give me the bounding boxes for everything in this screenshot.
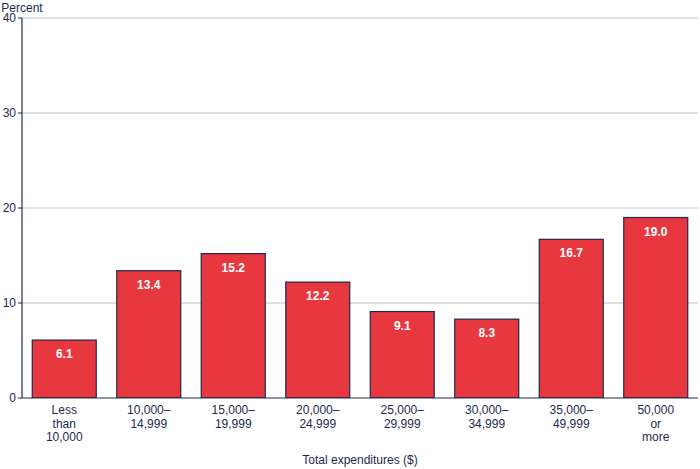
x-tick-label-line: 25,000– xyxy=(381,403,425,417)
x-tick-label-line: 24,999 xyxy=(299,417,336,431)
x-tick-label-line: 30,000– xyxy=(465,403,509,417)
x-tick-label-line: 50,000 xyxy=(637,403,674,417)
x-tick-label-line: more xyxy=(642,430,670,444)
data-label: 13.4 xyxy=(137,278,161,292)
x-tick-label: 30,000–34,999 xyxy=(465,403,509,431)
y-tick-label: 10 xyxy=(3,296,17,310)
data-label: 16.7 xyxy=(560,246,584,260)
x-tick-label: 10,000–14,999 xyxy=(127,403,171,431)
x-tick-label: 25,000–29,999 xyxy=(381,403,425,431)
data-label: 6.1 xyxy=(56,347,73,361)
x-tick-label-line: 10,000– xyxy=(127,403,171,417)
grid-line xyxy=(22,18,698,19)
y-axis-title: Percent xyxy=(1,1,43,15)
y-tick-label: 20 xyxy=(3,201,17,215)
data-label: 12.2 xyxy=(306,289,330,303)
x-tick-label-line: 35,000– xyxy=(550,403,594,417)
bar xyxy=(286,282,350,398)
x-tick-label-line: than xyxy=(53,417,76,431)
bar xyxy=(539,239,603,398)
y-axis xyxy=(21,18,22,398)
x-tick-label-line: 49,999 xyxy=(553,417,590,431)
data-label: 8.3 xyxy=(478,326,495,340)
bars xyxy=(32,218,688,399)
bar xyxy=(201,254,265,398)
x-axis-title: Total expenditures ($) xyxy=(302,453,417,467)
data-label: 19.0 xyxy=(644,225,668,239)
grid-line xyxy=(22,113,698,114)
x-tick-label: Lessthan10,000 xyxy=(46,403,83,444)
x-tick-label: 15,000–19,999 xyxy=(212,403,256,431)
y-tick-label: 0 xyxy=(9,391,16,405)
x-tick-label: 20,000–24,999 xyxy=(296,403,340,431)
x-tick-label-line: Less xyxy=(52,403,77,417)
bar xyxy=(455,319,519,398)
x-tick-label-line: 14,999 xyxy=(130,417,167,431)
x-tick-label-line: 10,000 xyxy=(46,430,83,444)
x-tick-label-line: or xyxy=(650,417,661,431)
x-tick-label-line: 29,999 xyxy=(384,417,421,431)
x-tick-label-line: 19,999 xyxy=(215,417,252,431)
x-tick-label: 50,000ormore xyxy=(637,403,674,444)
data-label: 15.2 xyxy=(222,261,246,275)
bar xyxy=(117,271,181,398)
x-axis xyxy=(22,397,698,398)
x-tick-label-line: 15,000– xyxy=(212,403,256,417)
bar xyxy=(370,312,434,398)
x-tick-label: 35,000–49,999 xyxy=(550,403,594,431)
bar xyxy=(32,340,96,398)
bar xyxy=(624,218,688,399)
chart: 0102030406.113.415.212.29.18.316.719.0Le… xyxy=(0,0,700,469)
x-tick-label-line: 34,999 xyxy=(468,417,505,431)
data-label: 9.1 xyxy=(394,319,411,333)
y-tick-label: 30 xyxy=(3,106,17,120)
grid-line xyxy=(22,208,698,209)
x-tick-label-line: 20,000– xyxy=(296,403,340,417)
